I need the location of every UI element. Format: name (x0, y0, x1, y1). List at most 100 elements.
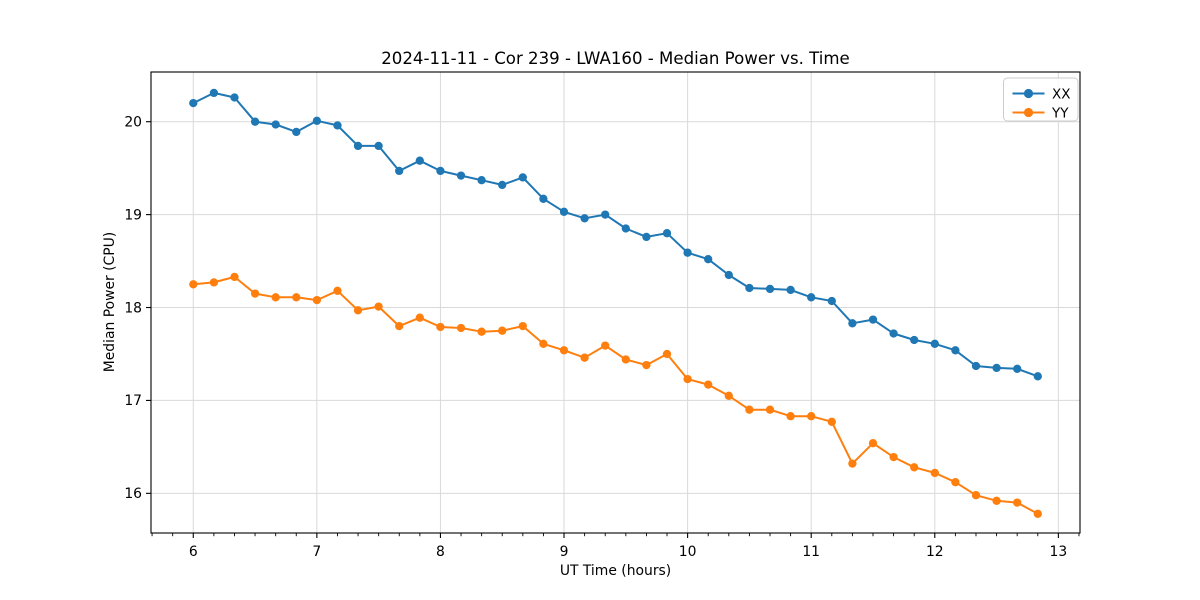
data-point (1013, 498, 1022, 507)
data-point (807, 412, 816, 421)
data-point (745, 283, 754, 293)
data-point (1033, 509, 1042, 518)
series-YY-line (193, 275, 1039, 515)
data-point (374, 141, 383, 151)
gridlines (151, 72, 1080, 533)
legend-marker (1023, 88, 1034, 99)
series-XX-line (192, 91, 1039, 378)
data-point (971, 491, 981, 500)
data-point (518, 321, 527, 331)
data-point (230, 272, 239, 282)
x-tick-label: 9 (560, 544, 569, 560)
data-point (930, 339, 939, 348)
y-tick-label: 17 (124, 393, 142, 409)
data-point (456, 171, 466, 180)
data-point (353, 141, 363, 151)
data-point (498, 326, 507, 335)
data-point (662, 349, 672, 359)
data-point (765, 405, 775, 414)
data-point (889, 452, 898, 462)
data-point (415, 156, 424, 165)
data-point (436, 166, 445, 176)
data-point (621, 224, 630, 233)
data-point (580, 353, 589, 362)
data-point (807, 293, 816, 302)
data-point (250, 117, 260, 126)
y-axis: 16 17 18 19 20 (124, 115, 151, 502)
data-point (333, 286, 342, 295)
legend-label: XX (1052, 86, 1071, 102)
y-tick-label: 19 (124, 207, 142, 223)
data-point (250, 289, 260, 298)
data-point (642, 360, 651, 370)
legend-marker (1023, 107, 1034, 118)
x-axis: 6 7 8 9 10 11 12 13 (151, 533, 1080, 560)
data-point (333, 121, 342, 130)
data-point (1033, 372, 1042, 381)
y-tick-label: 20 (124, 115, 142, 131)
data-point (189, 280, 198, 289)
data-point (992, 363, 1001, 373)
data-point (642, 232, 651, 242)
data-point (374, 302, 383, 311)
data-point (498, 180, 507, 190)
data-point (745, 405, 754, 414)
data-point (415, 313, 424, 322)
data-point (395, 166, 404, 176)
data-point (518, 173, 527, 182)
data-point (848, 319, 857, 328)
data-point (724, 391, 733, 400)
data-point (539, 194, 548, 203)
data-point (683, 374, 692, 384)
data-point (189, 98, 198, 108)
data-point (951, 478, 960, 487)
x-tick-label: 8 (436, 544, 445, 560)
data-point (271, 120, 280, 129)
x-tick-label: 13 (1050, 544, 1068, 560)
data-point (539, 339, 548, 348)
legend-label: YY (1051, 105, 1069, 121)
data-point (951, 346, 960, 355)
data-point (601, 341, 610, 350)
data-point (683, 248, 692, 257)
data-point (827, 417, 836, 426)
data-point (868, 315, 878, 324)
data-point (910, 335, 919, 345)
x-tick-label: 12 (926, 544, 944, 560)
x-tick-label: 11 (802, 544, 820, 560)
series-YY-markers (189, 272, 1042, 518)
axes-spines (150, 71, 1081, 534)
chart-title: 2024-11-11 - Cor 239 - LWA160 - Median P… (381, 49, 850, 68)
x-tick-label: 6 (189, 544, 198, 560)
data-point (292, 127, 301, 137)
data-point (992, 496, 1001, 505)
data-point (209, 278, 219, 287)
data-point (436, 322, 445, 332)
data-point (477, 327, 486, 336)
data-point (827, 296, 836, 306)
data-point (559, 346, 569, 355)
data-point (765, 284, 775, 294)
data-point (704, 380, 713, 389)
data-point (786, 412, 795, 421)
data-point (209, 88, 219, 98)
data-point (868, 439, 878, 448)
data-point (621, 355, 630, 364)
data-point (601, 210, 610, 219)
data-point (848, 459, 857, 468)
data-point (456, 323, 466, 333)
data-point (1013, 364, 1022, 373)
data-point (704, 255, 713, 264)
data-point (889, 329, 898, 338)
data-point (786, 285, 795, 295)
legend-box (1003, 77, 1079, 122)
data-point (580, 214, 589, 223)
legend: XX YY (1003, 77, 1079, 122)
data-point (662, 229, 672, 238)
data-point (477, 176, 486, 185)
y-tick-label: 16 (124, 486, 142, 502)
data-point (559, 207, 569, 216)
data-point (395, 321, 404, 331)
